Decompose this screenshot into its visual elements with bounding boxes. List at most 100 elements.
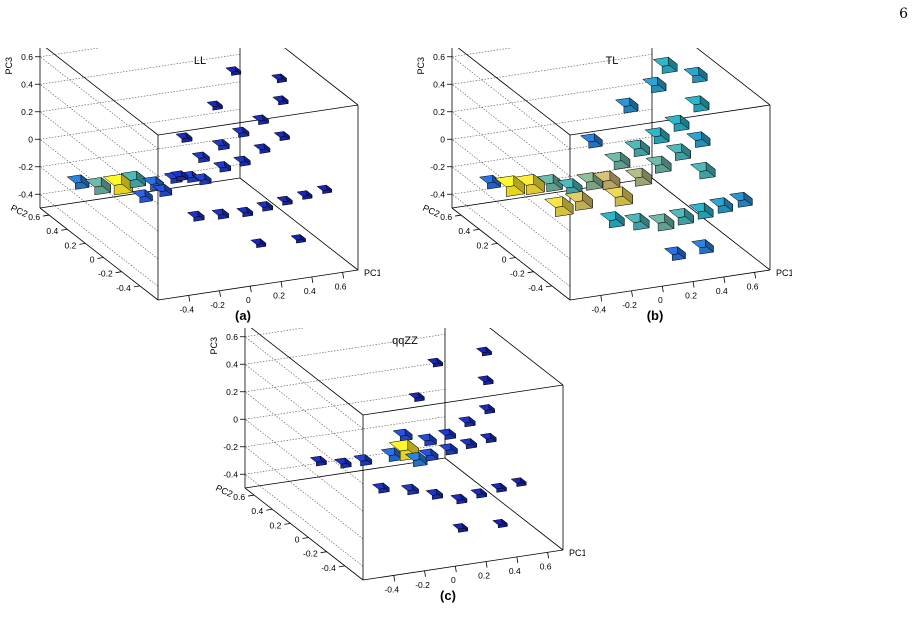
y-tick-label: -0.4: [528, 283, 543, 293]
y-tick: [302, 537, 309, 539]
bin: [604, 151, 631, 170]
y-tick-label: 0.2: [270, 520, 282, 530]
y-tick: [509, 257, 516, 259]
chart-title: TL: [606, 55, 619, 67]
z-tick-label: 0: [233, 414, 238, 424]
bin: [668, 207, 695, 226]
z-tick-label: -0.4: [223, 469, 238, 479]
x-tick-label: 0: [451, 575, 456, 585]
bin: [270, 73, 288, 84]
bin: [392, 428, 413, 442]
y-tick: [248, 494, 255, 497]
bin: [353, 453, 373, 467]
bin: [475, 346, 493, 357]
x-tick-label: 0: [246, 295, 251, 305]
bin: [256, 200, 274, 212]
bin: [427, 357, 444, 368]
frame-edge: [362, 549, 564, 581]
grid-line: [39, 84, 159, 177]
panel-label: (b): [647, 308, 664, 323]
x-tick: [188, 295, 191, 302]
x-tick: [600, 295, 603, 302]
grid-line: [244, 416, 446, 448]
y-tick-label: 0.4: [251, 506, 263, 516]
bin: [708, 197, 734, 214]
frame-edge: [451, 207, 571, 301]
x-tick: [692, 281, 695, 288]
chart-title: qqZZ: [392, 335, 418, 347]
grid-line: [39, 56, 159, 149]
x-tick-label: 0.4: [716, 286, 728, 296]
bins-ll: [66, 66, 333, 248]
bin: [510, 477, 527, 487]
bin: [276, 195, 293, 206]
x-tick-label: -0.4: [591, 304, 606, 314]
bin: [684, 95, 710, 113]
x-tick: [631, 290, 633, 297]
y-tick: [527, 271, 534, 274]
grid-line: [244, 361, 446, 393]
bin: [648, 213, 675, 232]
bin: [66, 174, 90, 190]
grid-line: [244, 328, 306, 338]
y-tick: [43, 214, 50, 217]
page-number: 6: [899, 6, 908, 22]
grid-line: [451, 53, 653, 85]
z-tick-label: -0.4: [18, 189, 33, 199]
bin: [438, 443, 459, 456]
bin: [478, 403, 496, 415]
y-tick-label: 0.2: [477, 240, 489, 250]
bin: [457, 416, 476, 428]
bin: [683, 66, 708, 84]
z-tick-label: 0.6: [226, 332, 238, 342]
frame-edge: [239, 177, 359, 271]
y-tick-label: 0: [90, 255, 95, 265]
x-tick: [424, 570, 426, 577]
grid-line: [451, 194, 571, 287]
bin: [452, 522, 469, 533]
y-tick: [79, 242, 86, 245]
bin: [120, 170, 147, 189]
bin: [642, 76, 667, 94]
x-tick: [723, 276, 726, 283]
y-tick-label: -0.4: [321, 563, 336, 573]
grid-line: [39, 111, 159, 204]
bin: [408, 391, 425, 402]
grid-line: [451, 81, 653, 113]
frame-edge: [457, 48, 571, 136]
grid-line: [39, 166, 159, 259]
frame-edge: [284, 48, 359, 106]
bin: [599, 210, 625, 229]
bin: [417, 433, 438, 447]
y-tick: [97, 257, 104, 259]
y-tick: [61, 228, 68, 231]
z-tick-label: 0.2: [226, 387, 238, 397]
grid-line: [451, 139, 571, 232]
panel-label: (a): [235, 308, 251, 323]
bin: [665, 143, 692, 161]
bin: [479, 432, 497, 444]
bin: [400, 483, 420, 496]
bin: [478, 174, 502, 190]
frame-edge: [39, 207, 159, 301]
y-tick: [473, 228, 480, 231]
frame-edge: [362, 384, 564, 416]
bin: [170, 170, 189, 182]
z-tick-label: 0.6: [433, 52, 445, 62]
z-tick-label: -0.4: [430, 189, 445, 199]
bin: [290, 233, 307, 244]
grid-line: [244, 364, 364, 457]
y-axis-label: PC2: [9, 203, 29, 219]
bin: [592, 170, 621, 191]
x-axis-label: PC1: [364, 268, 380, 278]
bin: [729, 191, 753, 208]
z-axis-label: PC3: [416, 57, 426, 75]
grid-line: [244, 474, 364, 567]
bin: [333, 457, 352, 469]
x-tick: [311, 276, 314, 283]
bin: [309, 455, 328, 467]
grid-line: [451, 84, 571, 177]
x-tick: [342, 272, 345, 279]
